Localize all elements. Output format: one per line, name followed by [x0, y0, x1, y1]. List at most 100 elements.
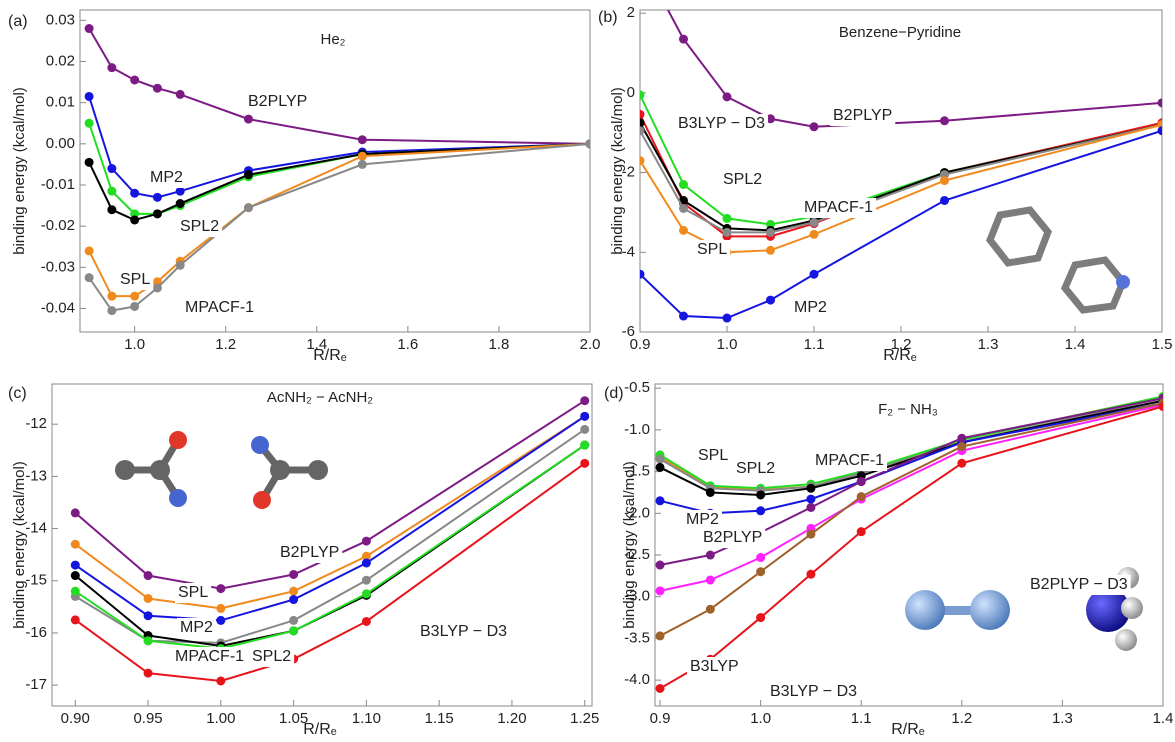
- series-label: SPL2: [252, 648, 291, 665]
- data-point: [580, 424, 590, 434]
- series-line: [640, 122, 1162, 232]
- label-bg: [733, 459, 779, 479]
- x-tick-label: 1.6: [397, 336, 418, 353]
- label-bg: [277, 543, 343, 563]
- series-label: SPL2: [723, 171, 762, 188]
- x-tick-label: 1.25: [570, 710, 599, 727]
- data-point: [766, 245, 775, 255]
- data-point: [722, 313, 732, 323]
- label-bg: [791, 298, 830, 318]
- label-bg: [177, 618, 216, 638]
- series-label: B2PLYP: [280, 544, 339, 561]
- x-tick-label: 1.15: [425, 710, 454, 727]
- y-tick-label: -0.04: [41, 299, 75, 316]
- x-tick-label: 0.90: [61, 710, 90, 727]
- x-tick-label: 1.1: [804, 336, 825, 353]
- data-point: [216, 603, 226, 613]
- series-label: B3LYP − D3: [770, 683, 857, 700]
- y-tick-label: -4: [622, 243, 635, 260]
- data-point: [640, 269, 645, 279]
- data-point: [679, 180, 688, 190]
- series-label: B2PLYP − D3: [1030, 576, 1128, 593]
- data-point: [655, 683, 665, 693]
- label-bg: [700, 528, 766, 548]
- x-tick-label: 1.0: [717, 336, 738, 353]
- x-axis-label: R/Rₑ: [303, 721, 337, 738]
- data-point: [756, 567, 766, 577]
- x-tick-label: 2.0: [580, 336, 601, 353]
- series-label: SPL: [120, 271, 150, 288]
- molecule-benzene-pyridine: [986, 206, 1130, 314]
- data-point: [756, 553, 766, 563]
- data-point: [856, 477, 866, 487]
- data-point: [152, 209, 162, 219]
- x-tick-label: 1.3: [978, 336, 999, 353]
- y-tick-label: -3.5: [624, 629, 650, 646]
- y-tick-label: -6: [622, 323, 635, 340]
- y-tick-label: -2: [622, 164, 635, 181]
- label-bg: [249, 647, 295, 667]
- y-tick-label: -3.0: [624, 588, 650, 605]
- series-line: [74, 415, 586, 622]
- data-point: [143, 593, 153, 603]
- data-point: [640, 156, 645, 166]
- y-axis-label: binding energy (kcal/mol): [609, 87, 626, 255]
- data-point: [705, 487, 715, 497]
- data-point: [655, 496, 665, 506]
- x-tick-label: 1.3: [1052, 710, 1073, 727]
- data-point: [580, 396, 590, 406]
- x-tick-label: 1.1: [851, 710, 872, 727]
- label-bg: [812, 451, 888, 471]
- label-bg: [175, 583, 212, 603]
- data-point: [580, 458, 590, 468]
- plot-area: [70, 396, 590, 686]
- label-bg: [687, 657, 742, 677]
- data-point: [289, 586, 299, 596]
- data-point: [143, 668, 153, 678]
- data-point: [856, 492, 866, 502]
- series-label: SPL2: [180, 218, 219, 235]
- data-point: [705, 550, 715, 560]
- data-point: [806, 502, 816, 512]
- data-point: [70, 571, 80, 581]
- label-bg: [767, 682, 861, 702]
- y-tick-label: -17: [25, 676, 47, 693]
- data-point: [243, 114, 253, 124]
- series-line: [640, 129, 1162, 320]
- data-point: [1157, 98, 1162, 108]
- series-label: B3LYP − D3: [420, 623, 507, 640]
- data-point: [289, 626, 299, 636]
- data-point: [679, 311, 688, 321]
- series-label: MPACF-1: [175, 648, 244, 665]
- data-point: [84, 157, 94, 167]
- y-axis-label: binding energy (kcal/mol): [11, 461, 28, 629]
- data-point: [957, 458, 967, 468]
- label-bg: [801, 198, 877, 218]
- label-bg: [177, 217, 223, 237]
- series-label: SPL2: [736, 460, 775, 477]
- data-point: [107, 164, 117, 174]
- y-tick-label: -12: [25, 415, 47, 432]
- data-point: [84, 246, 94, 256]
- y-axis-label: binding energy (kcal/mol): [621, 461, 638, 629]
- x-axis-label: R/Rₑ: [891, 721, 925, 738]
- data-point: [1158, 402, 1163, 412]
- series-line: [74, 462, 586, 682]
- data-point: [70, 539, 80, 549]
- series-label: SPL: [178, 584, 208, 601]
- y-tick-label: 2: [627, 4, 635, 21]
- data-point: [722, 227, 732, 237]
- x-tick-label: 1.4: [306, 336, 327, 353]
- x-tick-label: 0.9: [630, 336, 651, 353]
- label-bg: [417, 622, 511, 642]
- series-label: MPACF-1: [185, 299, 254, 316]
- data-point: [806, 494, 816, 504]
- data-point: [84, 24, 94, 34]
- data-point: [766, 227, 775, 237]
- label-bg: [245, 92, 311, 112]
- data-point: [679, 34, 688, 44]
- data-point: [70, 560, 80, 570]
- data-point: [580, 440, 590, 450]
- y-tick-label: -1.0: [624, 421, 650, 438]
